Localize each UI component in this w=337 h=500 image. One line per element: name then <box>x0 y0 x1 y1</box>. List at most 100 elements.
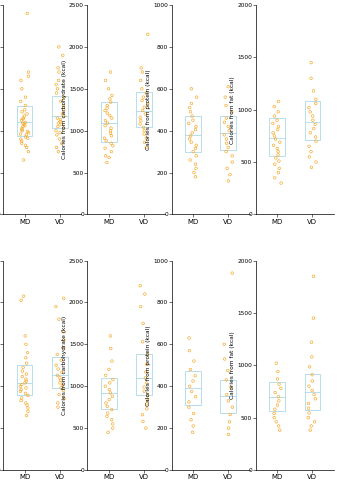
Point <box>191 168 197 176</box>
Point <box>193 126 198 134</box>
Point <box>109 139 114 147</box>
Point <box>229 403 235 411</box>
Point <box>139 96 145 104</box>
Point <box>55 350 60 358</box>
Point <box>56 119 61 127</box>
Point <box>226 177 231 185</box>
Point <box>309 353 314 361</box>
Point <box>107 95 113 103</box>
Point <box>187 382 192 390</box>
Point <box>187 135 192 143</box>
Point <box>193 122 198 130</box>
Point <box>107 379 113 387</box>
Point <box>191 410 196 418</box>
Point <box>55 372 60 380</box>
Point <box>186 334 192 342</box>
Point <box>102 144 108 152</box>
Point <box>187 104 192 112</box>
Point <box>140 418 146 426</box>
Bar <box>17 365 32 395</box>
Point <box>56 315 62 323</box>
Point <box>225 82 231 90</box>
Point <box>19 126 25 134</box>
Point <box>194 93 199 101</box>
Point <box>53 362 59 370</box>
Point <box>189 138 194 146</box>
Point <box>109 114 115 122</box>
Point <box>59 368 65 376</box>
Point <box>107 112 113 120</box>
Point <box>186 120 191 128</box>
Point <box>57 374 63 382</box>
Point <box>138 302 143 310</box>
Point <box>190 377 196 385</box>
Point <box>61 294 66 302</box>
Point <box>141 320 146 328</box>
Point <box>61 344 66 351</box>
Point <box>276 168 281 176</box>
Point <box>193 152 199 160</box>
Point <box>311 87 316 95</box>
Point <box>193 142 199 150</box>
Point <box>308 129 313 137</box>
Point <box>307 153 312 161</box>
Point <box>273 154 279 162</box>
Point <box>56 43 61 51</box>
Point <box>20 119 26 127</box>
Point <box>190 148 196 156</box>
Point <box>104 109 110 117</box>
Point <box>104 412 110 420</box>
Point <box>138 116 144 124</box>
Point <box>306 142 312 150</box>
Point <box>308 426 313 434</box>
Point <box>56 148 61 156</box>
Point <box>20 122 26 130</box>
Point <box>226 126 232 134</box>
Point <box>21 292 26 300</box>
Point <box>61 328 66 336</box>
Point <box>313 133 318 141</box>
Point <box>276 397 281 405</box>
Point <box>110 392 115 400</box>
Point <box>23 118 28 126</box>
Point <box>110 142 116 150</box>
Point <box>270 129 276 137</box>
Point <box>140 106 145 114</box>
Y-axis label: Calories from fat (kcal): Calories from fat (kcal) <box>230 332 235 399</box>
Point <box>311 314 316 322</box>
Point <box>277 138 282 146</box>
Point <box>313 395 318 403</box>
Point <box>312 418 317 426</box>
Point <box>60 52 65 60</box>
Point <box>187 156 193 164</box>
Point <box>103 382 108 390</box>
Point <box>106 396 112 404</box>
Point <box>137 120 143 128</box>
Point <box>61 336 67 344</box>
Point <box>110 376 116 384</box>
Bar <box>101 378 117 409</box>
Point <box>309 370 315 378</box>
Point <box>103 76 108 84</box>
Point <box>26 148 31 156</box>
Point <box>109 132 114 140</box>
Point <box>222 131 227 139</box>
Point <box>108 124 114 132</box>
Point <box>188 132 193 140</box>
Point <box>189 112 195 120</box>
Point <box>274 116 280 124</box>
Y-axis label: Calories from fat (kcal): Calories from fat (kcal) <box>230 76 235 144</box>
Point <box>57 135 62 143</box>
Point <box>193 173 198 181</box>
Point <box>108 389 113 397</box>
Point <box>193 164 199 172</box>
Point <box>193 392 198 400</box>
Point <box>145 350 150 358</box>
Point <box>311 272 316 280</box>
Point <box>102 106 108 114</box>
Point <box>224 164 230 172</box>
Point <box>19 108 25 116</box>
Point <box>140 68 145 76</box>
Point <box>227 410 233 418</box>
Point <box>25 404 31 412</box>
